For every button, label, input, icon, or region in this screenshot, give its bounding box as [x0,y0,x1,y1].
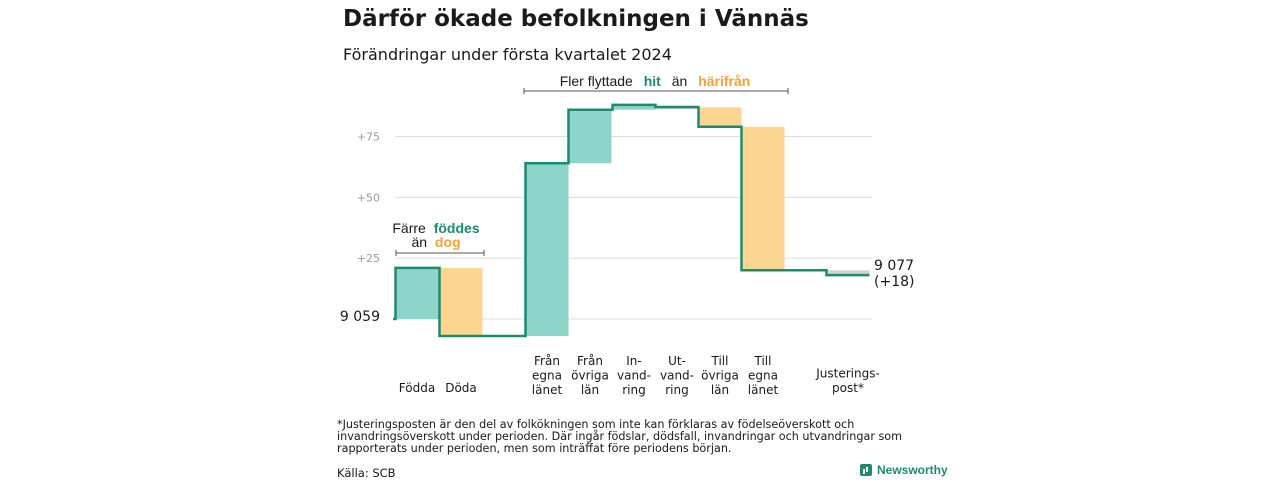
category-label-line: länet [748,383,779,397]
births-annotation-mid: än [411,234,427,250]
category-label-line: ring [665,383,689,397]
annotations: Färre föddes än dog Fler flyttade hit än… [392,73,789,256]
bars [395,104,870,336]
category-label: Födda [399,381,435,395]
births-annotation-word2: dog [435,234,461,250]
bar [698,107,742,127]
footnote: *Justeringsposten är den del av folkökni… [337,418,903,455]
category-label-line: vand- [660,369,694,383]
moves-annotation-word2: härifrån [698,73,750,89]
y-tick-label: +25 [357,252,380,265]
births-annotation-line1: Färre föddes [392,220,479,236]
start-value-label: 9 059 [340,309,380,325]
category-label-line: Från [534,354,560,368]
category-label-line: län [581,383,599,397]
bar [741,126,785,271]
bar [826,270,870,276]
end-change-label: (+18) [874,274,914,290]
births-annotation-line2: än dog [411,234,460,250]
category-label-line: egna [532,369,562,383]
end-value-label: 9 077 [874,258,914,274]
category-label-line: Födda [399,381,435,395]
category-label: Ut-vand-ring [660,354,694,397]
category-label-line: Från [577,354,603,368]
category-label: Till övriga län [701,354,739,397]
moves-annotation-word1: hit [644,73,661,89]
births-annotation-prefix: Färre [392,220,426,236]
y-tick-label: +75 [357,130,380,143]
bar [612,104,656,110]
bar [395,267,439,319]
category-label-line: Till [711,354,729,368]
category-label: Från övriga län [571,354,609,397]
moves-annotation-mid: än [672,73,688,89]
chart-title: Därför ökade befolkningen i Vännäs [343,6,809,32]
category-label-line: ring [622,383,646,397]
category-label: In-vand-ring [617,354,651,397]
category-label: Döda [445,381,477,395]
brand-logo: Newsworthy [860,463,948,477]
category-label-line: post* [832,381,864,395]
births-annotation-word1: föddes [434,220,480,236]
moves-annotation: Fler flyttade hit än härifrån [560,73,751,89]
category-label-line: län [711,383,729,397]
category-label-line: övriga [701,369,739,383]
cumulative-line [393,103,870,338]
category-label: Justerings-post* [815,367,880,396]
category-label-line: Döda [445,381,477,395]
bar [568,109,612,164]
chart-subtitle: Förändringar under första kvartalet 2024 [343,45,672,64]
y-tick-label: +50 [357,191,380,204]
category-label-line: Justerings- [815,367,880,381]
source-credit: Källa: SCB [337,466,396,480]
moves-annotation-prefix: Fler flyttade [560,73,633,89]
category-label-line: egna [748,369,778,383]
brand-name: Newsworthy [877,463,948,477]
newsworthy-logo-icon [860,464,872,476]
category-label-line: vand- [617,369,651,383]
category-label-line: Ut- [668,354,686,368]
category-label: Till egna länet [748,354,779,397]
gridlines: +25 +50 +75 [357,130,872,320]
bar [439,267,483,336]
cumulative-step-line [393,103,870,338]
bar [525,163,569,336]
category-label-line: övriga [571,369,609,383]
category-label: Från egna länet [532,354,563,397]
category-label-line: In- [626,354,641,368]
category-label-line: länet [532,383,563,397]
category-label-line: Till [754,354,772,368]
